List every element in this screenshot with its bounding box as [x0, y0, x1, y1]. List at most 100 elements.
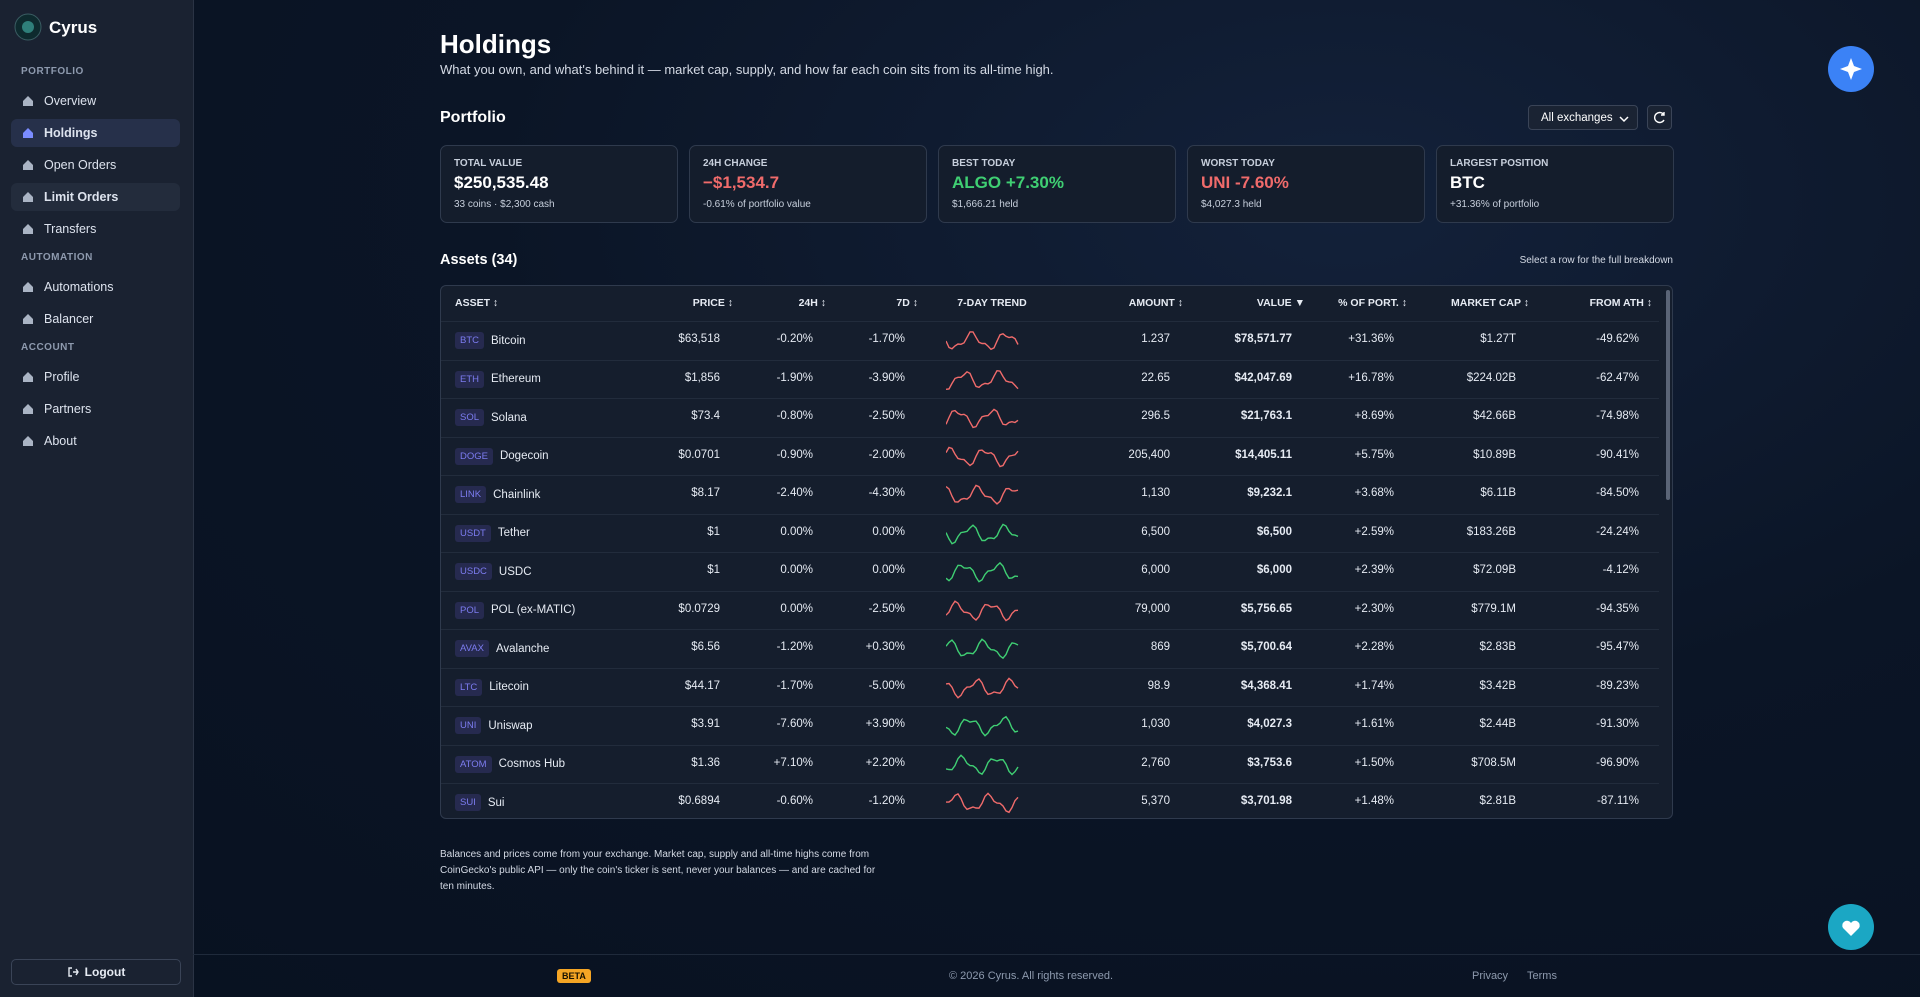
- column-header[interactable]: FROM ATH ↕: [1589, 297, 1652, 309]
- asset-row[interactable]: AVAX Avalanche $6.56 -1.20% +0.30% 869 $5,700.…: [441, 629, 1659, 668]
- cell: +2.30%: [1354, 602, 1394, 615]
- nav-icon-shape: [23, 436, 33, 446]
- asset-row[interactable]: ATOM Cosmos Hub $1.36 +7.10% +2.20% 2,760 $3,7…: [441, 744, 1659, 784]
- summary-card: BEST TODAY ALGO +7.30% $1,666.21 held: [938, 145, 1176, 223]
- cell: +2.59%: [1354, 525, 1394, 538]
- asset-row[interactable]: USDT Tether $1 0.00% 0.00% 6,500 $6,500 +2.59% $…: [441, 513, 1659, 553]
- column-header[interactable]: % OF PORT. ↕: [1338, 297, 1407, 309]
- cell: +7.10%: [773, 756, 813, 769]
- nav-item[interactable]: Open Orders: [11, 151, 180, 179]
- cell: $0.0701: [678, 448, 720, 461]
- assets-table: ASSET ↕ PRICE ↕ 24H ↕ 7D ↕ 7-DAY TREND AMOUNT…: [440, 285, 1673, 819]
- column-header[interactable]: PRICE ↕: [692, 297, 733, 309]
- nav-label: Transfers: [44, 222, 97, 236]
- cell: $6.11B: [1480, 487, 1516, 499]
- nav-item[interactable]: Limit Orders: [11, 183, 180, 211]
- logout-button[interactable]: Logout: [11, 959, 181, 985]
- cell: $44.17: [684, 679, 720, 692]
- column-header[interactable]: MARKET CAP ↕: [1451, 297, 1529, 309]
- cell: -89.23%: [1596, 679, 1639, 692]
- card-note: -0.61% of portfolio value: [703, 199, 811, 210]
- sparkline: [946, 638, 1019, 660]
- cell: $1.27T: [1480, 333, 1516, 345]
- nav-item[interactable]: Automations: [11, 273, 180, 301]
- cell: -5.00%: [868, 679, 905, 692]
- nav-item[interactable]: Partners: [11, 395, 180, 423]
- column-header[interactable]: 24H ↕: [798, 297, 826, 309]
- nav-icon: [23, 96, 33, 106]
- refresh-icon: [1654, 111, 1665, 124]
- cell: 0.00%: [780, 564, 813, 576]
- cell: -94.35%: [1596, 602, 1639, 615]
- asset-row[interactable]: POL POL (ex-MATIC) $0.0729 0.00% -2.50% 79,00…: [441, 590, 1659, 630]
- asset-cell: SUI Sui: [455, 794, 504, 811]
- footer-link[interactable]: Privacy: [1472, 970, 1509, 982]
- cell: +3.90%: [865, 718, 905, 730]
- cell: -1.70%: [868, 333, 905, 345]
- column-header[interactable]: AMOUNT ↕: [1128, 297, 1183, 309]
- nav-item[interactable]: About: [11, 427, 180, 455]
- card-note: $4,027.3 held: [1201, 199, 1262, 210]
- asset-cell: ETH Ethereum: [455, 370, 541, 388]
- column-header[interactable]: VALUE ▼: [1256, 297, 1305, 309]
- asset-row[interactable]: USDC USDC $1 0.00% 0.00% 6,000 $6,000 +2.39% $72…: [441, 552, 1659, 591]
- ticker-badge: POL: [455, 601, 485, 619]
- sparkline: [946, 753, 1019, 775]
- asset-row[interactable]: LTC Litecoin $44.17 -1.70% -5.00% 98.9 $4,368.…: [441, 667, 1659, 707]
- logout-icon: [67, 967, 79, 977]
- asset-name: Sui: [487, 796, 505, 809]
- cell: $1.36: [691, 756, 720, 769]
- asset-cell: POL POL (ex-MATIC): [455, 601, 575, 619]
- cell: -3.90%: [868, 371, 905, 384]
- cell: $6,500: [1256, 525, 1292, 538]
- nav-label: Open Orders: [44, 158, 117, 172]
- nav-item[interactable]: Overview: [11, 87, 180, 115]
- nav-icon-shape: [23, 372, 33, 382]
- sparkline: [946, 561, 1019, 583]
- cell: 98.9: [1147, 679, 1170, 692]
- cell: 0.00%: [872, 525, 905, 538]
- cell: +3.68%: [1354, 487, 1394, 499]
- cell: 2,760: [1141, 756, 1170, 769]
- nav-label: Balancer: [44, 312, 94, 326]
- exchange-select-label: All exchanges: [1541, 111, 1613, 124]
- asset-name: Tether: [497, 527, 530, 539]
- section-title: Portfolio: [440, 109, 506, 126]
- cell: 6,000: [1141, 564, 1170, 576]
- cell: $3,701.98: [1240, 795, 1292, 807]
- cell: -0.60%: [776, 795, 813, 807]
- cell: -2.50%: [868, 602, 905, 615]
- card-value: BTC: [1450, 173, 1485, 192]
- nav-item[interactable]: Transfers: [11, 215, 180, 243]
- asset-row[interactable]: ETH Ethereum $1,856 -1.90% -3.90% 22.65 $42,04…: [441, 359, 1659, 399]
- exchange-select[interactable]: All exchanges: [1528, 105, 1638, 130]
- footer-link[interactable]: Terms: [1527, 970, 1557, 982]
- asset-row[interactable]: BTC Bitcoin $63,518 -0.20% -1.70% 1.237 $78,57…: [441, 321, 1659, 360]
- assistant-button[interactable]: [1827, 45, 1875, 93]
- nav-item[interactable]: Holdings: [11, 119, 180, 147]
- nav-icon: [23, 436, 33, 446]
- logo: [14, 13, 42, 41]
- cell: $4,368.41: [1240, 679, 1292, 692]
- sparkline-path: [946, 484, 1019, 505]
- nav-item[interactable]: Balancer: [11, 305, 180, 333]
- ticker-badge: ETH: [455, 370, 484, 388]
- nav-item[interactable]: Profile: [11, 363, 180, 391]
- asset-cell: AVAX Avalanche: [455, 640, 549, 657]
- refresh-button[interactable]: [1647, 105, 1672, 130]
- asset-name: Avalanche: [495, 642, 550, 655]
- summary-card: 24H CHANGE −$1,534.7 -0.61% of portfolio v…: [689, 145, 927, 223]
- asset-row[interactable]: DOGE Dogecoin $0.0701 -0.90% -2.00% 205,400 $1…: [441, 436, 1659, 476]
- asset-row[interactable]: UNI Uniswap $3.91 -7.60% +3.90% 1,030 $4,027.3…: [441, 706, 1659, 745]
- support-button[interactable]: [1827, 903, 1875, 951]
- asset-row[interactable]: SUI Sui $0.6894 -0.60% -1.20% 5,370 $3,701.98 +…: [441, 783, 1659, 818]
- column-header[interactable]: 7D ↕: [896, 297, 918, 309]
- asset-row[interactable]: SOL Solana $73.4 -0.80% -2.50% 296.5 $21,763.1…: [441, 398, 1659, 437]
- cell: $4,027.3: [1247, 718, 1292, 730]
- nav-icon-shape: [23, 192, 33, 202]
- sparkline-path: [946, 561, 1019, 583]
- brand: Cyrus: [49, 18, 98, 37]
- column-header[interactable]: ASSET ↕: [455, 297, 499, 309]
- asset-row[interactable]: LINK Chainlink $8.17 -2.40% -4.30% 1,130 $9,23…: [441, 475, 1659, 514]
- card-note: 33 coins · $2,300 cash: [454, 199, 555, 210]
